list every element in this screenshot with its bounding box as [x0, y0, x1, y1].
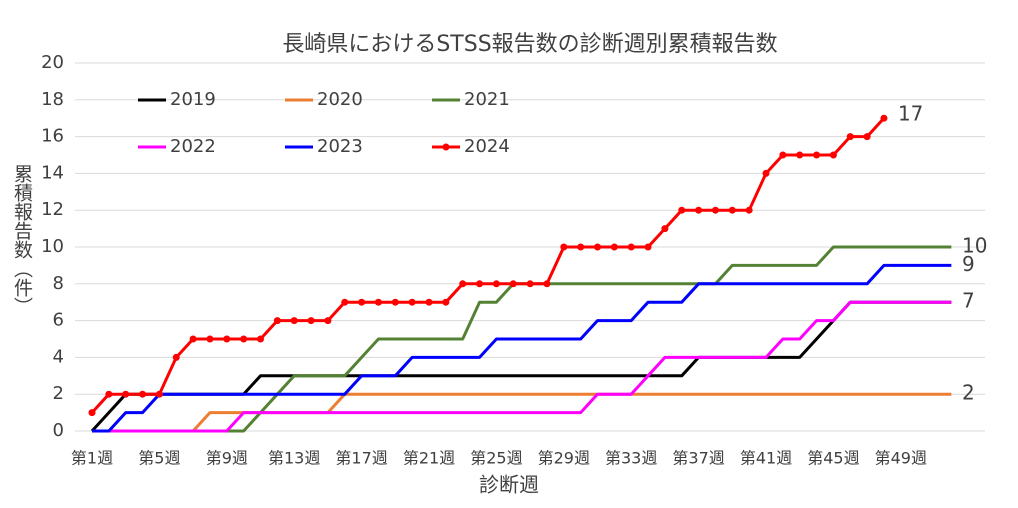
- legend-label: 2021: [464, 89, 510, 110]
- marker: [829, 151, 837, 159]
- end-label: 17: [898, 102, 923, 126]
- y-tick-label: 8: [53, 273, 64, 294]
- marker: [408, 298, 416, 306]
- marker: [762, 169, 770, 177]
- marker: [139, 390, 147, 398]
- x-tick-label: 第13週: [268, 449, 320, 468]
- legend-label: 2019: [170, 89, 216, 110]
- series-line: [92, 263, 952, 433]
- marker: [526, 280, 534, 288]
- marker: [105, 390, 113, 398]
- end-label: 9: [962, 252, 975, 276]
- y-tick-label: 16: [41, 126, 64, 147]
- marker: [88, 409, 96, 417]
- marker: [307, 317, 315, 325]
- marker: [543, 280, 551, 288]
- y-tick-label: 2: [53, 383, 64, 404]
- marker: [240, 335, 248, 343]
- marker: [425, 298, 433, 306]
- marker: [155, 390, 163, 398]
- x-axis-title: 診断週: [479, 473, 539, 497]
- marker: [374, 298, 382, 306]
- marker: [880, 114, 888, 122]
- end-label: 7: [962, 289, 975, 313]
- x-tick-label: 第41週: [740, 449, 792, 468]
- marker: [594, 243, 601, 251]
- x-tick-label: 第49週: [875, 449, 927, 468]
- marker: [745, 206, 753, 214]
- marker: [324, 317, 332, 325]
- x-tick-label: 第45週: [807, 449, 859, 468]
- marker: [610, 243, 618, 251]
- x-tick-label: 第9週: [206, 449, 248, 468]
- marker: [189, 335, 197, 343]
- marker: [560, 243, 568, 251]
- end-label: 10: [962, 234, 987, 258]
- legend-label: 2022: [170, 136, 216, 157]
- y-tick-label: 0: [53, 420, 64, 441]
- marker: [863, 133, 871, 141]
- y-tick-label: 18: [41, 89, 64, 110]
- x-tick-label: 第29週: [538, 449, 590, 468]
- marker: [695, 206, 703, 214]
- y-tick-label: 12: [41, 199, 64, 220]
- marker: [627, 243, 635, 251]
- marker: [796, 151, 804, 159]
- end-label: 2: [962, 381, 975, 405]
- chart-title: 長崎県におけるSTSS報告数の診断週別累積報告数: [282, 32, 777, 57]
- marker: [813, 151, 821, 159]
- marker: [273, 317, 281, 325]
- y-tick-label: 20: [41, 52, 64, 73]
- x-tick-label: 第5週: [138, 449, 180, 468]
- marker: [509, 280, 517, 288]
- marker: [678, 206, 686, 214]
- x-tick-label: 第25週: [470, 449, 522, 468]
- x-tick-label: 第37週: [672, 449, 724, 468]
- y-tick-label: 6: [53, 310, 64, 331]
- marker: [290, 317, 298, 325]
- x-tick-label: 第21週: [403, 449, 455, 468]
- legend-label: 2020: [317, 89, 363, 110]
- x-tick-label: 第33週: [605, 449, 657, 468]
- marker: [711, 206, 719, 214]
- marker: [459, 280, 467, 288]
- legend-label: 2024: [464, 136, 510, 157]
- marker: [492, 280, 500, 288]
- marker: [122, 390, 130, 398]
- legend-marker: [442, 143, 450, 151]
- marker: [442, 298, 450, 306]
- marker: [476, 280, 484, 288]
- marker: [358, 298, 366, 306]
- marker: [391, 298, 399, 306]
- series-line: [92, 392, 952, 433]
- marker: [577, 243, 585, 251]
- marker: [846, 133, 854, 141]
- x-tick-label: 第1週: [71, 449, 113, 468]
- y-tick-label: 14: [41, 162, 64, 183]
- marker: [223, 335, 231, 343]
- y-axis-title: 累積報告数（件）: [11, 164, 33, 316]
- marker: [172, 353, 180, 361]
- marker: [728, 206, 736, 214]
- marker: [661, 225, 669, 233]
- marker: [644, 243, 652, 251]
- marker: [341, 298, 349, 306]
- y-tick-label: 4: [53, 346, 64, 367]
- marker: [206, 335, 214, 343]
- legend-label: 2023: [317, 136, 363, 157]
- x-tick-label: 第17週: [335, 449, 387, 468]
- series-line: [92, 300, 952, 433]
- y-tick-label: 10: [41, 236, 64, 257]
- marker: [779, 151, 787, 159]
- marker: [257, 335, 264, 343]
